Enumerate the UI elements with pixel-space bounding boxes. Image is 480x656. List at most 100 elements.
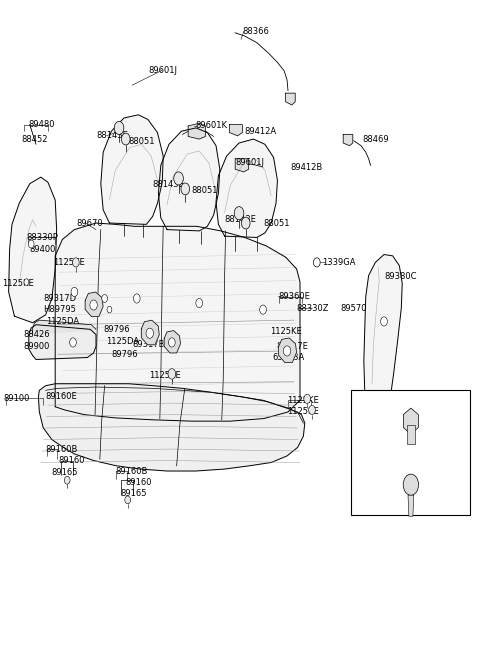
Text: 88051: 88051	[191, 186, 217, 195]
Text: 89160: 89160	[126, 478, 152, 487]
Polygon shape	[408, 495, 414, 516]
Text: 88469: 88469	[362, 134, 389, 144]
Text: 88330P: 88330P	[26, 233, 58, 242]
Text: 65553A: 65553A	[273, 353, 305, 362]
Polygon shape	[229, 125, 242, 136]
Circle shape	[181, 183, 190, 195]
Circle shape	[71, 287, 78, 297]
Circle shape	[309, 405, 315, 415]
Text: 89412A: 89412A	[245, 127, 277, 136]
Text: 89412B: 89412B	[290, 163, 323, 172]
Circle shape	[70, 338, 76, 347]
Circle shape	[381, 317, 387, 326]
Text: 88143E: 88143E	[225, 215, 256, 224]
Text: 88366: 88366	[242, 27, 269, 36]
Circle shape	[102, 295, 108, 302]
Circle shape	[168, 369, 175, 379]
Text: 89601J: 89601J	[235, 158, 264, 167]
Text: 1125KE: 1125KE	[149, 371, 180, 380]
Text: H89795: H89795	[43, 305, 76, 314]
Text: 89165: 89165	[52, 468, 78, 477]
Text: 89570: 89570	[341, 304, 367, 313]
Text: 88452: 88452	[22, 134, 48, 144]
Text: 1125AK: 1125AK	[359, 398, 391, 407]
Polygon shape	[164, 331, 180, 353]
Text: 89160B: 89160B	[115, 466, 147, 476]
Circle shape	[90, 300, 97, 310]
Text: 89400: 89400	[30, 245, 56, 254]
Circle shape	[304, 394, 311, 403]
Text: 89360E: 89360E	[278, 292, 310, 301]
Text: 1125KE: 1125KE	[2, 279, 34, 288]
Circle shape	[313, 258, 320, 267]
Text: 89317D: 89317D	[43, 294, 76, 303]
Text: 88143E: 88143E	[153, 180, 184, 190]
Polygon shape	[364, 255, 402, 423]
Text: 1125AK: 1125AK	[373, 417, 406, 426]
Text: 89317E: 89317E	[276, 342, 308, 351]
Polygon shape	[85, 292, 103, 317]
Circle shape	[64, 476, 70, 484]
Polygon shape	[55, 223, 300, 421]
Text: 89480: 89480	[29, 120, 55, 129]
Polygon shape	[216, 139, 277, 237]
Circle shape	[283, 346, 291, 356]
Text: 1243KA: 1243KA	[373, 480, 406, 489]
Text: 89900: 89900	[23, 342, 49, 351]
Text: 89317B: 89317B	[132, 340, 165, 349]
Text: 88051: 88051	[129, 136, 155, 146]
Text: 89601J: 89601J	[149, 66, 178, 75]
Text: 1125KE: 1125KE	[270, 327, 301, 336]
Text: 89160B: 89160B	[46, 445, 78, 454]
Text: 1339GA: 1339GA	[322, 258, 355, 267]
Text: 1125DA: 1125DA	[106, 337, 139, 346]
Circle shape	[107, 306, 112, 313]
Text: 89796: 89796	[111, 350, 138, 359]
Circle shape	[168, 369, 176, 379]
Circle shape	[260, 305, 266, 314]
Text: 89601K: 89601K	[196, 121, 228, 131]
Circle shape	[121, 133, 130, 145]
Circle shape	[24, 279, 29, 285]
Circle shape	[125, 496, 131, 504]
Circle shape	[174, 172, 183, 185]
Text: 89160: 89160	[59, 456, 85, 465]
Polygon shape	[101, 115, 163, 224]
Text: 1125KE: 1125KE	[287, 407, 319, 416]
Text: 1125KE: 1125KE	[287, 396, 319, 405]
Circle shape	[133, 294, 140, 303]
Text: 89670: 89670	[77, 218, 103, 228]
Polygon shape	[158, 128, 220, 231]
Polygon shape	[188, 123, 205, 139]
Circle shape	[241, 217, 250, 229]
Text: 1125DA: 1125DA	[46, 317, 79, 326]
Polygon shape	[286, 93, 295, 105]
Text: 89380C: 89380C	[384, 272, 417, 281]
Text: 88426: 88426	[23, 330, 49, 339]
Text: 88330Z: 88330Z	[297, 304, 329, 313]
Text: 89100: 89100	[4, 394, 30, 403]
Circle shape	[114, 121, 124, 134]
Text: 89165: 89165	[120, 489, 146, 499]
Polygon shape	[403, 408, 419, 434]
Circle shape	[403, 474, 419, 495]
Polygon shape	[343, 134, 353, 146]
Polygon shape	[38, 384, 305, 471]
Circle shape	[146, 328, 154, 338]
Text: 89796: 89796	[103, 325, 130, 334]
Polygon shape	[9, 177, 57, 323]
Circle shape	[168, 338, 175, 347]
Circle shape	[234, 207, 244, 220]
Polygon shape	[235, 159, 249, 172]
Text: 88143E: 88143E	[96, 131, 128, 140]
Polygon shape	[29, 325, 96, 359]
Polygon shape	[278, 338, 297, 363]
Text: 1243KA: 1243KA	[359, 461, 391, 470]
Text: 1125KE: 1125KE	[53, 258, 84, 267]
Text: 88051: 88051	[263, 218, 289, 228]
Polygon shape	[407, 424, 415, 444]
Bar	[351, 390, 470, 515]
Circle shape	[72, 258, 79, 267]
Polygon shape	[141, 320, 159, 345]
Text: 89160E: 89160E	[46, 392, 77, 401]
